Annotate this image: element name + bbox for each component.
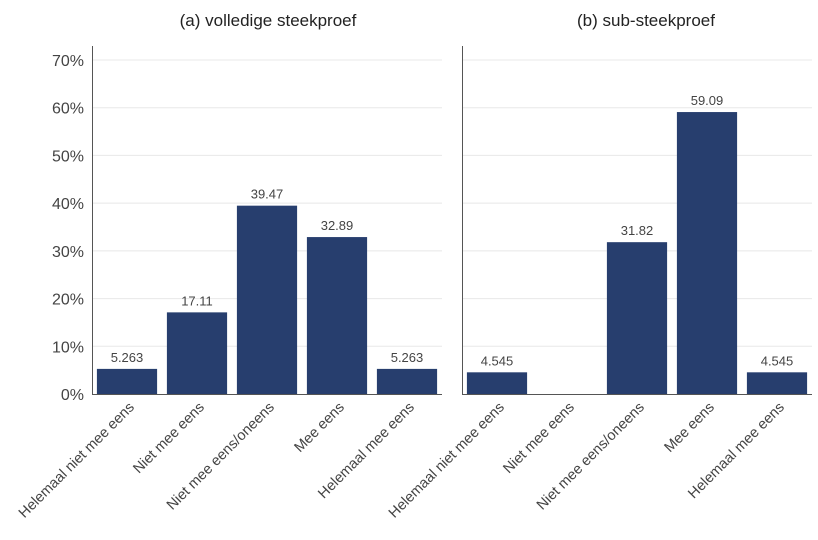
data-label: 31.82 [621, 223, 654, 238]
data-label: 5.263 [111, 350, 144, 365]
data-label: 17.11 [181, 293, 213, 308]
bar-sub-sample-2 [606, 242, 668, 394]
data-label: 4.545 [761, 353, 794, 368]
y-tick-label: 40% [52, 196, 84, 213]
bar-sub-sample-0 [466, 372, 528, 394]
y-tick-label: 20% [52, 292, 84, 309]
data-label: 39.47 [251, 187, 284, 202]
bar-full-sample-0 [96, 368, 158, 394]
x-tick-label: Niet mee eens [130, 400, 207, 477]
bar-sub-sample-3 [676, 112, 738, 395]
y-tick-label: 0% [61, 387, 84, 404]
x-tick-label: Niet mee eens [500, 400, 577, 477]
bar-sub-sample-4 [746, 372, 808, 394]
y-tick-label: 70% [52, 53, 84, 70]
data-label: 32.89 [321, 218, 354, 233]
panel-title-full-sample: (a) volledige steekproef [180, 11, 357, 30]
data-label: 5.263 [391, 350, 424, 365]
y-tick-label: 50% [52, 148, 84, 165]
panel-title-sub-sample: (b) sub-steekproef [577, 11, 715, 30]
bar-full-sample-2 [236, 205, 298, 394]
bar-full-sample-4 [376, 368, 438, 394]
x-tick-label: Helemaal niet mee eens [16, 400, 138, 522]
data-label: 4.545 [481, 353, 514, 368]
y-tick-label: 60% [52, 101, 84, 118]
x-tick-label: Mee eens [291, 400, 347, 456]
x-tick-label: Mee eens [661, 400, 717, 456]
y-tick-label: 30% [52, 244, 84, 261]
panel-full-sample: (a) volledige steekproef 0% 10% 20% 30% 40% 5… [16, 11, 442, 521]
y-tick-label: 10% [52, 339, 84, 356]
bar-full-sample-3 [306, 237, 368, 394]
data-label: 59.09 [691, 93, 724, 108]
bar-full-sample-1 [166, 312, 228, 394]
